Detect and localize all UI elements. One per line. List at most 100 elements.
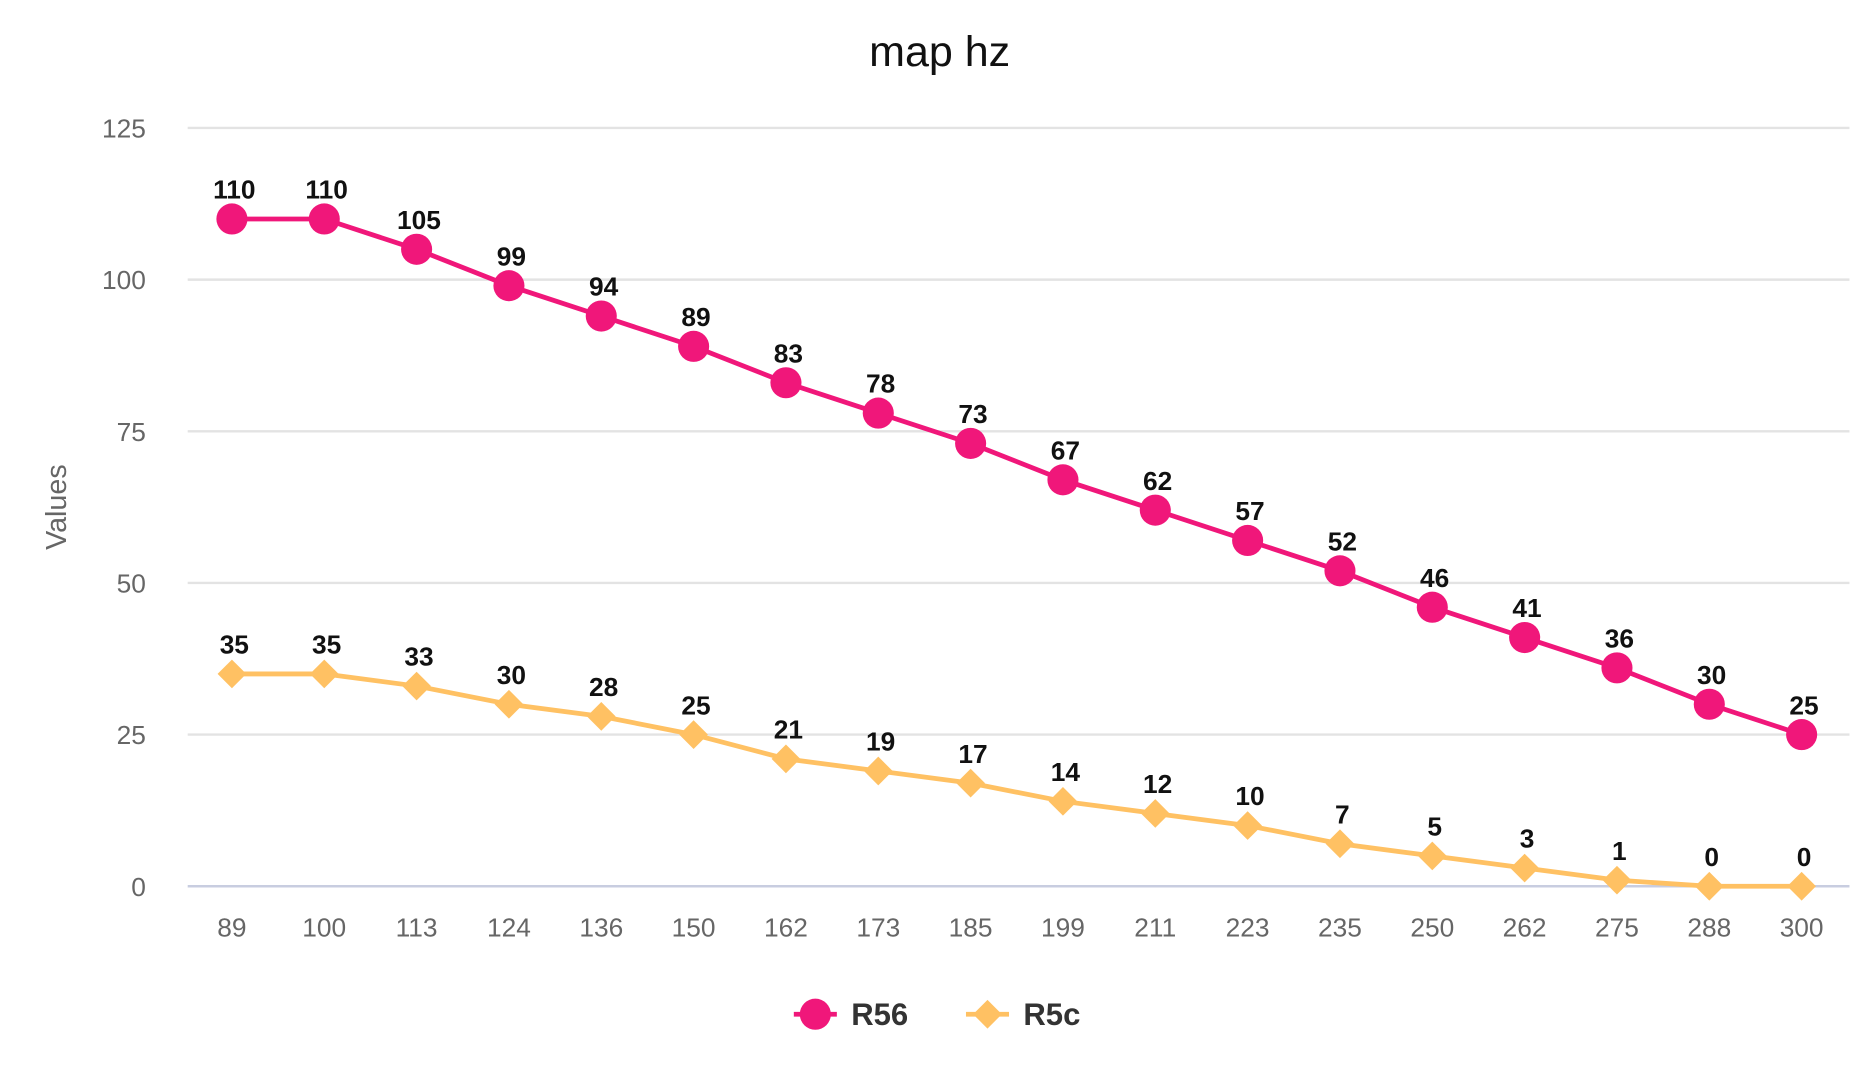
data-point bbox=[309, 659, 339, 689]
x-tick-label: 173 bbox=[856, 912, 900, 942]
data-label: 25 bbox=[1789, 690, 1818, 720]
data-point bbox=[1139, 494, 1171, 526]
data-label: 0 bbox=[1704, 842, 1719, 872]
x-tick-label: 288 bbox=[1687, 912, 1731, 942]
data-label: 105 bbox=[397, 205, 441, 235]
data-point bbox=[679, 720, 708, 749]
data-point bbox=[863, 756, 893, 786]
data-point bbox=[955, 427, 987, 459]
data-label: 25 bbox=[681, 690, 710, 720]
data-label: 36 bbox=[1605, 624, 1634, 654]
x-tick-label: 250 bbox=[1410, 912, 1454, 942]
y-tick-label: 75 bbox=[117, 417, 146, 447]
data-label: 62 bbox=[1143, 466, 1172, 496]
y-tick-label: 50 bbox=[117, 568, 146, 598]
y-tick-label: 0 bbox=[131, 872, 146, 902]
data-label: 30 bbox=[497, 660, 526, 690]
data-point bbox=[308, 203, 340, 235]
data-point bbox=[494, 689, 524, 719]
data-point bbox=[1324, 555, 1356, 587]
data-label: 7 bbox=[1335, 799, 1350, 829]
data-label: 57 bbox=[1235, 496, 1264, 526]
x-tick-label: 89 bbox=[217, 912, 246, 942]
data-label: 14 bbox=[1051, 757, 1081, 787]
data-point bbox=[402, 671, 431, 701]
data-point bbox=[771, 744, 801, 774]
x-tick-label: 199 bbox=[1041, 912, 1085, 942]
data-label: 17 bbox=[958, 739, 987, 769]
data-point bbox=[586, 702, 616, 731]
data-point bbox=[1509, 621, 1541, 654]
data-point bbox=[585, 300, 617, 332]
y-tick-label: 125 bbox=[102, 114, 146, 144]
data-label: 94 bbox=[589, 272, 619, 302]
chart-title: map hz bbox=[869, 28, 1010, 76]
x-tick-label: 300 bbox=[1780, 912, 1824, 942]
data-label: 78 bbox=[866, 369, 895, 399]
data-point bbox=[1048, 786, 1078, 816]
circle-marker-icon bbox=[799, 998, 831, 1030]
grid-lines bbox=[187, 126, 1850, 888]
data-label: 12 bbox=[1143, 769, 1172, 799]
data-label: 30 bbox=[1697, 660, 1726, 690]
x-axis-ticks: 89 100 113 124 136 150 162 173 185 199 211 223 235 25… bbox=[217, 912, 1823, 942]
data-label: 33 bbox=[404, 642, 433, 672]
legend-item-r56[interactable]: R56 bbox=[793, 997, 908, 1032]
data-point bbox=[1233, 811, 1262, 840]
data-point bbox=[1417, 841, 1447, 871]
data-point bbox=[770, 367, 802, 399]
data-label: 110 bbox=[213, 175, 255, 205]
data-point bbox=[401, 233, 433, 265]
x-tick-label: 100 bbox=[302, 912, 346, 942]
x-tick-label: 262 bbox=[1503, 912, 1547, 942]
data-point bbox=[1510, 853, 1539, 883]
data-point bbox=[1232, 524, 1264, 557]
data-point bbox=[1786, 719, 1818, 751]
data-point bbox=[1325, 829, 1355, 859]
x-tick-label: 113 bbox=[396, 912, 438, 942]
data-label: 0 bbox=[1797, 842, 1812, 872]
data-label: 89 bbox=[681, 302, 710, 332]
series-line bbox=[231, 216, 1803, 737]
x-tick-label: 136 bbox=[579, 912, 623, 942]
x-tick-label: 124 bbox=[487, 912, 531, 942]
series-r56: 110 110 105 99 94 89 83 78 73 67 62 57 52 46 41 36 30 25 bbox=[213, 175, 1819, 751]
data-label: 83 bbox=[774, 338, 803, 368]
x-tick-label: 223 bbox=[1226, 912, 1270, 942]
data-point bbox=[956, 768, 985, 798]
data-point bbox=[216, 203, 248, 235]
x-tick-label: 185 bbox=[949, 912, 993, 942]
y-tick-label: 100 bbox=[102, 265, 146, 295]
x-tick-label: 150 bbox=[672, 912, 716, 942]
data-label: 10 bbox=[1235, 781, 1264, 811]
y-axis-ticks: 0 25 50 75 100 125 bbox=[102, 114, 146, 902]
x-tick-label: 235 bbox=[1318, 912, 1362, 942]
data-label: 3 bbox=[1520, 824, 1535, 854]
data-point bbox=[862, 397, 894, 429]
data-label: 52 bbox=[1328, 526, 1357, 556]
data-point bbox=[1140, 799, 1170, 828]
data-label: 19 bbox=[866, 727, 895, 757]
data-label: 41 bbox=[1512, 593, 1541, 623]
data-point bbox=[1601, 652, 1633, 684]
legend-label: R5c bbox=[1023, 997, 1080, 1032]
data-point bbox=[1694, 871, 1724, 901]
x-tick-label: 211 bbox=[1134, 912, 1176, 942]
data-point bbox=[493, 270, 525, 302]
data-point bbox=[678, 330, 710, 362]
data-label: 110 bbox=[305, 175, 347, 205]
x-tick-label: 275 bbox=[1595, 912, 1639, 942]
data-label: 28 bbox=[589, 672, 618, 702]
y-axis-label: Values bbox=[41, 464, 73, 550]
data-point bbox=[217, 659, 247, 689]
data-label: 1 bbox=[1612, 836, 1627, 866]
diamond-marker-icon bbox=[973, 999, 1002, 1029]
data-label: 67 bbox=[1051, 435, 1080, 465]
data-point bbox=[1693, 688, 1725, 720]
data-label: 35 bbox=[220, 630, 249, 660]
legend-label: R56 bbox=[851, 997, 908, 1032]
data-point bbox=[1047, 464, 1079, 496]
legend-item-r5c[interactable]: R5c bbox=[965, 997, 1080, 1032]
y-tick-label: 25 bbox=[117, 720, 146, 750]
